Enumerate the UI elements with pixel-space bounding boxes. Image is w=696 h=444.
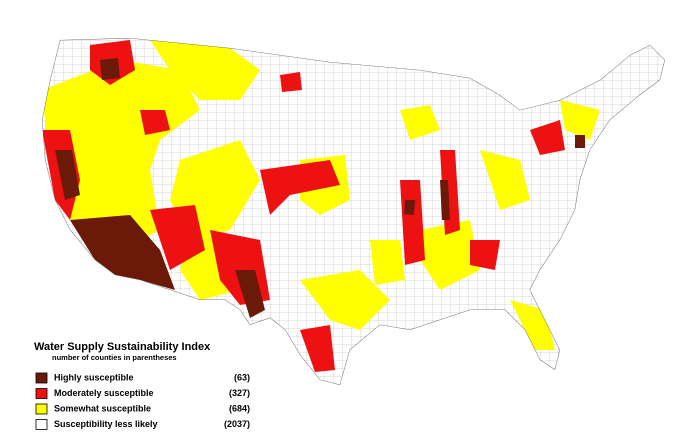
- legend-items: Highly susceptible (63) Moderately suscept…: [35, 372, 250, 430]
- legend-label: Susceptibility less likely: [54, 419, 158, 429]
- legend-swatch: [35, 372, 48, 384]
- legend-title: Water Supply Sustainability Index: [34, 341, 211, 353]
- legend-label: Moderately susceptible: [54, 388, 154, 398]
- legend-label: Somewhat susceptible: [54, 403, 151, 413]
- legend-swatch: [35, 403, 48, 415]
- legend-swatch: [35, 388, 48, 399]
- legend: Water Supply Sustainability Index number…: [34, 341, 250, 430]
- high-regions: [55, 58, 585, 318]
- legend-count: (2037): [224, 419, 250, 429]
- legend-count: (63): [234, 372, 250, 382]
- legend-count: (684): [229, 403, 250, 413]
- legend-swatch: [35, 419, 48, 430]
- legend-count: (327): [229, 388, 250, 398]
- legend-subtitle: number of counties in parentheses: [52, 353, 177, 362]
- legend-label: Highly susceptible: [54, 372, 134, 382]
